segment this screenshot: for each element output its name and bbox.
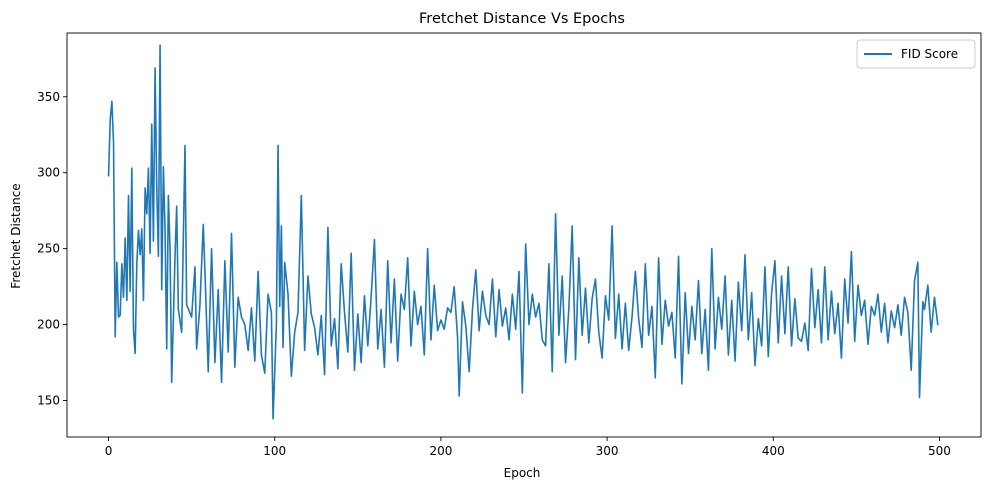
legend-label-fid-score: FID Score <box>901 47 958 61</box>
legend: FID Score <box>856 39 976 69</box>
y-tick-label: 200 <box>37 318 60 332</box>
x-tick-label: 400 <box>762 444 785 458</box>
chart-title: Fretchet Distance Vs Epochs <box>419 11 625 27</box>
x-tick-label: 200 <box>429 444 452 458</box>
x-tick-label: 300 <box>596 444 619 458</box>
y-tick-label: 350 <box>37 90 60 104</box>
x-tick-label: 500 <box>928 444 951 458</box>
series-line-fid-score <box>107 44 939 420</box>
x-tick-label: 100 <box>263 444 286 458</box>
y-tick-label: 150 <box>37 394 60 408</box>
x-axis-title: Epoch <box>504 466 541 480</box>
y-tick-label: 300 <box>37 166 60 180</box>
plot-frame <box>66 32 982 438</box>
y-axis: 150 200 250 300 350 <box>37 90 67 408</box>
x-tick-label: 0 <box>105 444 113 458</box>
x-axis: 0 100 200 300 400 500 <box>105 437 951 458</box>
plot-area <box>107 44 939 420</box>
y-axis-title: Fretchet Distance <box>9 183 23 288</box>
y-tick-label: 250 <box>37 242 60 256</box>
legend-box <box>856 39 976 69</box>
